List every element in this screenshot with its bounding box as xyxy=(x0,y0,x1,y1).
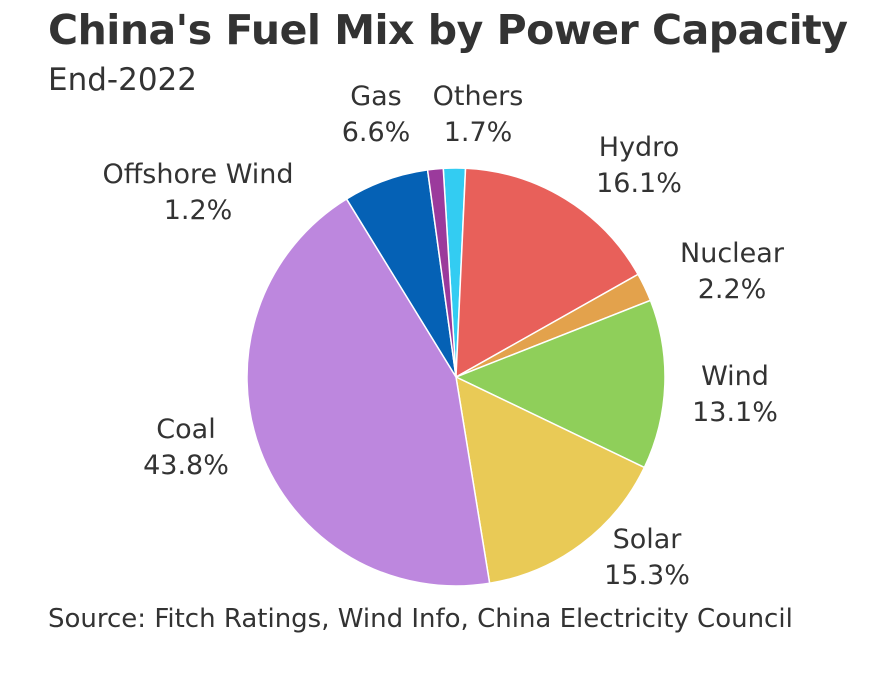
slice-value-nuclear: 2.2% xyxy=(698,274,767,305)
slice-label-wind: Wind xyxy=(701,361,769,392)
slice-value-others: 1.7% xyxy=(444,117,513,148)
chart-source: Source: Fitch Ratings, Wind Info, China … xyxy=(48,604,793,634)
pie-slice-coal xyxy=(246,197,491,587)
pie-slice-offshore-wind xyxy=(426,167,457,378)
slice-label-others: Others xyxy=(433,81,524,112)
slice-value-gas: 6.6% xyxy=(342,117,411,148)
slice-value-coal: 43.8% xyxy=(143,450,229,481)
slice-value-solar: 15.3% xyxy=(604,560,690,591)
pie-labels: Others 1.7% Hydro 16.1% Nuclear 2.2% Wind 13.1%… xyxy=(102,81,784,591)
slice-label-offshore-wind: Offshore Wind xyxy=(102,159,293,190)
chart-subtitle: End-2022 xyxy=(48,62,197,98)
pie-slice-wind xyxy=(454,299,666,469)
pie-chart: Others 1.7% Hydro 16.1% Nuclear 2.2% Wind 13.1%… xyxy=(102,81,784,591)
slice-value-offshore-wind: 1.2% xyxy=(164,195,233,226)
slice-label-nuclear: Nuclear xyxy=(680,238,785,269)
slice-label-hydro: Hydro xyxy=(599,132,679,163)
slice-label-coal: Coal xyxy=(156,414,215,445)
slice-value-hydro: 16.1% xyxy=(596,168,682,199)
pie-slice-solar xyxy=(455,375,646,585)
slice-value-wind: 13.1% xyxy=(692,397,778,428)
slice-label-solar: Solar xyxy=(613,524,683,555)
pie-slices xyxy=(246,167,666,587)
pie-slice-hydro xyxy=(455,167,640,379)
slice-label-gas: Gas xyxy=(350,81,402,112)
chart-title: China's Fuel Mix by Power Capacity xyxy=(48,6,848,54)
